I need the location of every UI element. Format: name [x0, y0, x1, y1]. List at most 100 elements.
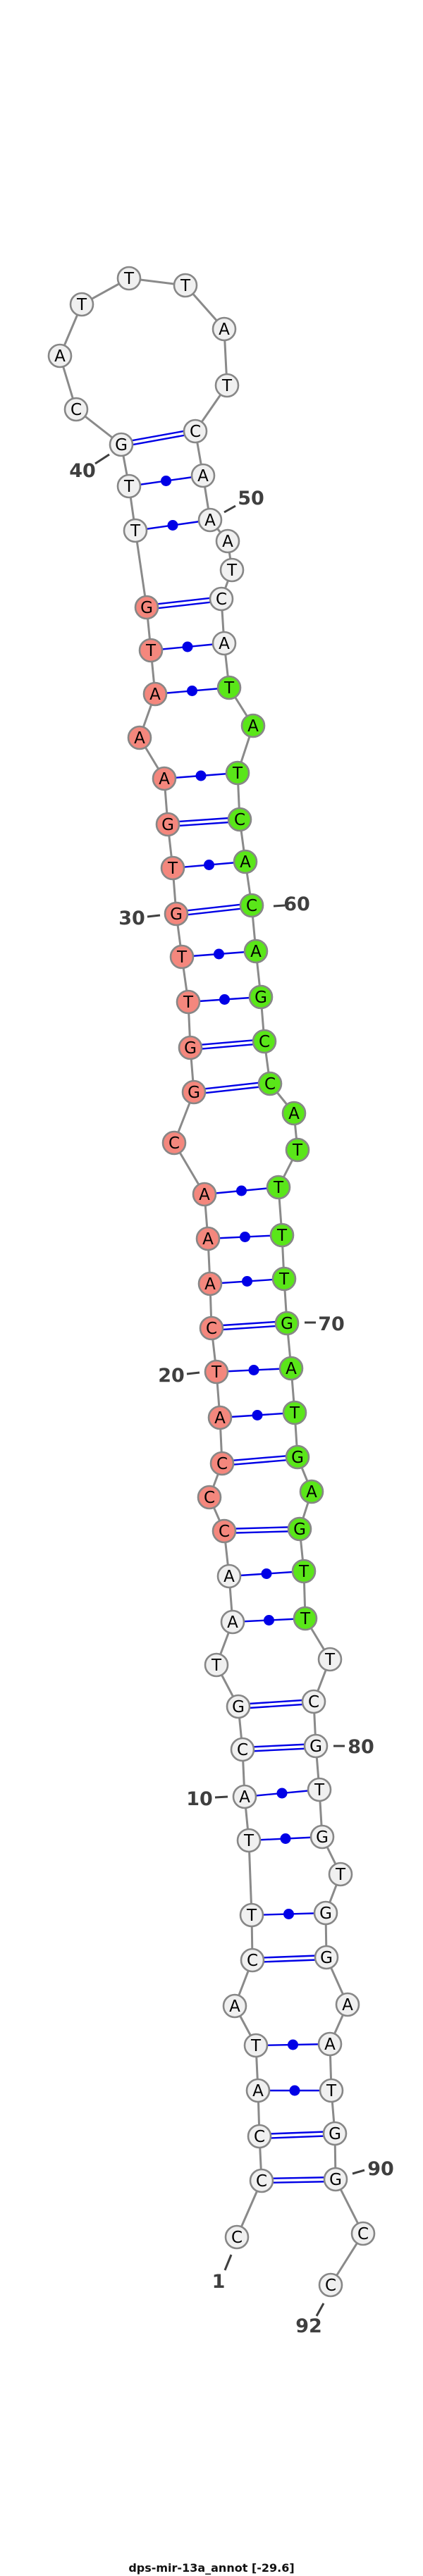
- nucleotide: A: [212, 631, 237, 656]
- pair-dot-icon: [195, 770, 207, 781]
- nucleotide-letter: A: [54, 347, 66, 366]
- pair-bond: [216, 1365, 292, 1375]
- position-number: 10: [186, 1788, 213, 1810]
- nucleotide-letter: C: [219, 1523, 230, 1541]
- pair-dot-icon: [248, 1365, 259, 1375]
- nucleotide-circle: [274, 1311, 300, 1336]
- nucleotide-circle: [152, 766, 177, 791]
- nucleotide: C: [350, 2221, 376, 2246]
- pair-bond: [228, 1568, 305, 1579]
- nucleotide-circle: [239, 893, 264, 918]
- pair-line: [168, 820, 240, 828]
- nucleotide-letter: G: [320, 1949, 333, 1967]
- position-labels: 1 10 20 30 40 50 60 70 80 90 92: [69, 453, 394, 2337]
- nucleotide: C: [197, 1485, 222, 1510]
- nucleotide: T: [291, 1559, 317, 1584]
- pair-bond: [135, 519, 211, 532]
- position-label: 20: [158, 1365, 200, 1387]
- nucleotide-circle: [155, 812, 180, 837]
- nucleotide-letter: C: [254, 2128, 265, 2146]
- position-label: 50: [223, 488, 264, 514]
- nucleotide-letter: A: [204, 1275, 216, 1294]
- nucleotide: T: [236, 1828, 262, 1853]
- nucleotide-letter: T: [123, 478, 135, 496]
- pair-bond: [259, 2130, 336, 2140]
- nucleotide: C: [247, 2124, 272, 2149]
- nucleotide: C: [183, 419, 208, 444]
- nucleotide: A: [278, 1356, 304, 1381]
- nucleotide: G: [287, 1516, 312, 1542]
- nucleotide-letter: A: [222, 533, 233, 551]
- nucleotide-letter: T: [278, 1270, 290, 1289]
- pair-bond: [258, 2085, 331, 2096]
- nucleotide-letter: C: [259, 1033, 270, 1051]
- pair-dot-icon: [289, 2085, 300, 2096]
- pair-bond: [252, 1954, 327, 1964]
- nucleotide-letter: G: [161, 816, 174, 834]
- position-label: 70: [305, 1313, 345, 1335]
- nucleotide-letter: A: [223, 1568, 235, 1586]
- nucleotide: A: [240, 713, 266, 738]
- nucleotide: G: [109, 432, 134, 457]
- nucleotide: T: [266, 1175, 291, 1200]
- nucleotide-circle: [212, 631, 237, 656]
- nucleotide-circle: [224, 2224, 250, 2250]
- nucleotide-circle: [233, 849, 258, 874]
- pair-line: [121, 428, 195, 444]
- nucleotide-circle: [212, 316, 237, 342]
- pair-bond: [150, 641, 225, 652]
- nucleotide: T: [269, 1222, 295, 1248]
- nucleotide: G: [226, 1694, 251, 1719]
- pair-line: [259, 2134, 336, 2140]
- pair-bond: [146, 595, 222, 611]
- nucleotide-letter: C: [234, 811, 245, 829]
- position-number: 70: [318, 1313, 345, 1335]
- nucleotide-circle: [69, 292, 94, 317]
- pair-dot-icon: [252, 1410, 263, 1420]
- pair-bond: [181, 948, 257, 960]
- nucleotide-circle: [181, 1079, 207, 1105]
- pair-dot-icon: [161, 476, 171, 486]
- nucleotide-circle: [197, 1485, 222, 1510]
- nucleotide-circle: [247, 2124, 272, 2149]
- nucleotide-circle: [257, 1071, 283, 1096]
- nucleotide-letter: A: [240, 853, 251, 872]
- pair-line: [167, 816, 240, 824]
- nucleotide: T: [319, 2078, 344, 2103]
- nucleotide-letter: G: [316, 1828, 329, 1847]
- label-tick: [223, 2254, 233, 2271]
- nucleotide-letter: G: [281, 1315, 293, 1333]
- nucleotide-circle: [313, 1900, 338, 1926]
- nucleotide-circle: [328, 1862, 353, 1887]
- nucleotide-circle: [323, 2167, 348, 2192]
- nucleotide-letter: T: [76, 296, 87, 314]
- nucleotide-circle: [220, 1609, 245, 1635]
- pair-bond: [261, 2176, 336, 2184]
- nucleotide-letter: C: [204, 1489, 215, 1507]
- nucleotide-letter: T: [300, 1610, 311, 1628]
- nucleotide-circle: [307, 1777, 332, 1802]
- nucleotide-letter: C: [325, 2277, 336, 2295]
- nucleotide-letter: T: [232, 764, 243, 783]
- pair-line: [224, 1530, 300, 1535]
- nucleotide-circle: [199, 1315, 224, 1341]
- nucleotide-circle: [314, 1945, 339, 1970]
- nucleotide: A: [190, 463, 216, 488]
- nucleotide-circle: [299, 1479, 324, 1504]
- nucleotide: A: [335, 1992, 360, 2017]
- nucleotide: C: [249, 2168, 274, 2193]
- position-number: 90: [367, 2158, 394, 2180]
- position-label: 90: [352, 2158, 394, 2180]
- nucleotide-letter: G: [255, 989, 267, 1007]
- nucleotide-circle: [240, 713, 266, 738]
- label-tick: [315, 2303, 325, 2317]
- label-tick: [186, 1371, 200, 1375]
- nucleotide-letter: A: [324, 2036, 336, 2054]
- nucleotide-circle: [243, 939, 269, 964]
- pair-dot-icon: [182, 641, 193, 652]
- pair-dot-icon: [276, 1788, 288, 1799]
- pair-line: [252, 1958, 327, 1964]
- nucleotide: G: [322, 2121, 348, 2146]
- nucleotide-circle: [190, 463, 216, 488]
